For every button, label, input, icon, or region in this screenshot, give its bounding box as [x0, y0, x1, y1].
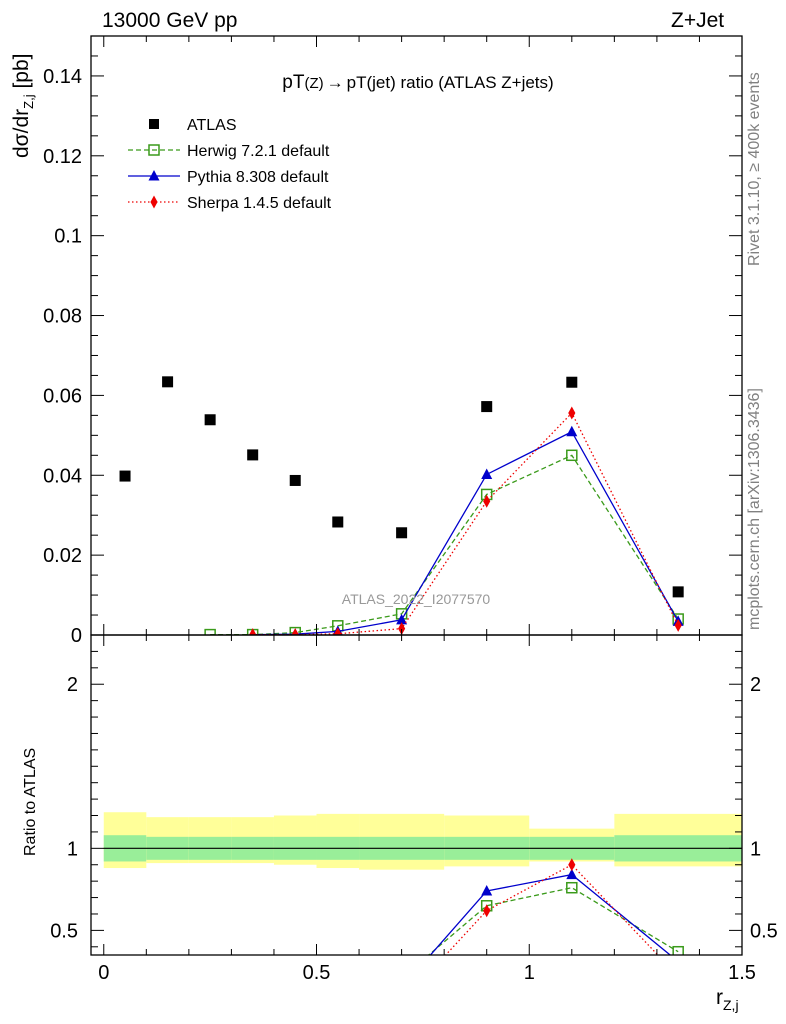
y-tick-label: 0.14: [43, 66, 82, 88]
data-point-herwig: [289, 626, 301, 635]
y-tick-label: 0.02: [43, 545, 82, 567]
legend-label-atlas: ATLAS: [187, 117, 237, 134]
legend-item-sherpa: Sherpa 1.4.5 default: [128, 195, 332, 212]
title-post: pT(jet) ratio (ATLAS Z+jets): [347, 73, 554, 92]
ratio-series-pythia: [429, 868, 672, 955]
series-herwig: [204, 449, 684, 635]
data-point-pythia: [566, 425, 578, 437]
legend-item-herwig: Herwig 7.2.1 default: [128, 143, 330, 160]
data-point-atlas: [119, 470, 131, 482]
ratio-point-pythia: [481, 885, 493, 896]
ratio-point-sherpa: [483, 904, 491, 918]
title-sub: (Z): [304, 75, 323, 92]
data-point-atlas: [672, 586, 684, 598]
mcplots-reference-label: mcplots.cern.ch [arXiv:1306.3436]: [746, 388, 763, 630]
ratio-y-axis-label: Ratio to ATLAS: [22, 747, 39, 856]
ratio-frame: [90, 634, 743, 956]
ratio-line-pythia: [429, 873, 672, 955]
series-line-herwig: [210, 454, 679, 635]
ratio-point-pythia: [566, 868, 578, 880]
data-point-sherpa: [291, 628, 299, 635]
rivet-version-label: Rivet 3.1.10, ≥ 400k events: [746, 72, 763, 266]
ratio-line-sherpa: [444, 863, 659, 955]
data-point-sherpa: [398, 622, 406, 635]
data-point-pythia: [481, 468, 493, 479]
y-axis-label: dσ/drZ,j [pb]: [10, 53, 37, 158]
data-point-atlas: [162, 376, 174, 388]
data-point-atlas: [332, 516, 344, 528]
data-point-atlas: [481, 401, 493, 413]
y-tick-label: 0: [71, 625, 82, 647]
ratio-y-tick-label: 0.5: [50, 920, 78, 942]
data-point-sherpa: [674, 618, 682, 632]
ratio-y-tick-label-right: 0.5: [750, 920, 778, 942]
energy-label: 13000 GeV pp: [102, 9, 238, 32]
series-atlas: [119, 376, 684, 598]
ratio-point-sherpa: [568, 858, 576, 872]
legend-marker-atlas: [149, 119, 159, 129]
title-arrow: →: [327, 73, 344, 92]
legend-label-herwig: Herwig 7.2.1 default: [187, 143, 330, 160]
y-tick-label: 0.04: [43, 465, 82, 487]
watermark: ATLAS_2022_I2077570: [342, 591, 491, 607]
ratio-y-tick-label-right: 2: [750, 674, 761, 696]
data-point-atlas: [566, 376, 578, 388]
data-point-sherpa: [483, 494, 491, 508]
ratio-uncertainty-bands: [103, 812, 742, 870]
series-sherpa: [249, 406, 682, 635]
data-point-sherpa: [334, 627, 342, 635]
legend-label-pythia: Pythia 8.308 default: [187, 169, 329, 186]
process-label: Z+Jet: [671, 9, 725, 32]
data-point-atlas: [204, 414, 216, 426]
x-tick-label: 1.5: [728, 962, 756, 984]
y-tick-label: 0.06: [43, 385, 82, 407]
ratio-series-layer: [427, 858, 684, 955]
legend-marker-pythia: [148, 170, 160, 181]
title-pre: pT: [282, 72, 305, 93]
data-point-atlas: [289, 474, 301, 486]
legend-marker-herwig: [148, 144, 160, 156]
ratio-y-tick-label-right: 1: [750, 838, 761, 860]
ratio-point-herwig: [566, 881, 578, 894]
ratio-y-tick-label: 2: [67, 674, 78, 696]
legend: ATLAS Herwig 7.2.1 default Pythia 8.308 de…: [128, 117, 332, 212]
ratio-y-tick-label: 1: [67, 838, 78, 860]
legend-item-pythia: Pythia 8.308 default: [128, 169, 329, 186]
data-point-atlas: [247, 449, 259, 461]
data-point-sherpa: [568, 406, 576, 420]
x-tick-label: 1: [524, 962, 535, 984]
data-point-atlas: [396, 527, 408, 539]
x-tick-label: 0.5: [303, 962, 331, 984]
data-point-sherpa: [249, 628, 257, 635]
ratio-line-herwig: [427, 887, 679, 955]
x-tick-label: 0: [98, 962, 109, 984]
legend-item-atlas: ATLAS: [149, 117, 237, 134]
legend-marker-sherpa: [150, 195, 158, 209]
axes-layer: 0 0.5 1 1.5 0 0.02 0.04 0.06 0.08 0.1 0.12 0.14 0.5 0…: [43, 35, 778, 984]
chart-title: pT(Z) → pT(jet) ratio (ATLAS Z+jets): [282, 72, 553, 93]
ratio-point-herwig: [672, 945, 684, 955]
ratio-series-sherpa: [444, 858, 659, 955]
y-tick-label: 0.08: [43, 306, 82, 328]
x-axis-label: rZ,j: [716, 986, 739, 1013]
data-point-herwig: [566, 449, 578, 462]
main-series-layer: [119, 376, 684, 635]
y-tick-label: 0.1: [54, 226, 82, 248]
y-tick-label: 0.12: [43, 146, 82, 168]
data-point-pythia: [396, 613, 408, 625]
legend-label-sherpa: Sherpa 1.4.5 default: [187, 195, 332, 212]
